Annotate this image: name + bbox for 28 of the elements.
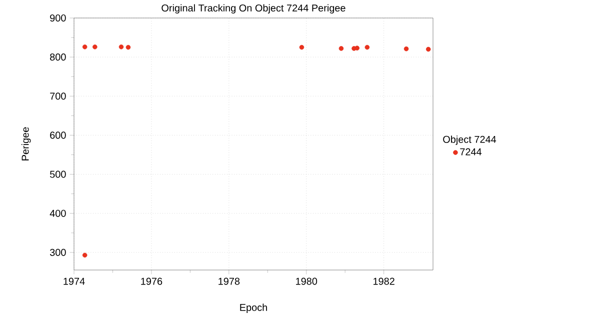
point xyxy=(364,44,370,50)
x-tick-label: 1978 xyxy=(218,278,240,285)
point xyxy=(354,46,360,50)
x-axis-title: Epoch xyxy=(240,304,267,313)
y-tick-label: 300 xyxy=(50,248,66,256)
point xyxy=(82,44,88,50)
y-axis-title: Perigee xyxy=(21,127,31,160)
point xyxy=(426,46,431,52)
y-tick-label: 800 xyxy=(50,54,66,61)
point xyxy=(126,44,131,50)
point xyxy=(338,46,344,51)
point xyxy=(82,252,88,258)
y-tick-label: 400 xyxy=(50,210,66,217)
legend-title: Object 7244 xyxy=(443,136,496,145)
point xyxy=(92,44,98,50)
y-tick-label: 700 xyxy=(50,92,66,100)
x-tick-label: 1974 xyxy=(64,278,85,285)
x-tick-label: 1982 xyxy=(374,278,394,285)
chart-title: Original Tracking On Object 7244 Perigee xyxy=(162,4,346,14)
y-tick-label: 500 xyxy=(50,170,66,178)
y-tick-label: 600 xyxy=(50,132,66,139)
x-tick-label: 1976 xyxy=(141,278,162,285)
y-tick-label: 900 xyxy=(50,14,66,22)
x-tick-label: 1980 xyxy=(296,278,318,285)
point xyxy=(118,44,124,50)
point xyxy=(299,44,304,50)
legend-label: 7244 xyxy=(460,148,482,156)
point xyxy=(404,46,409,52)
